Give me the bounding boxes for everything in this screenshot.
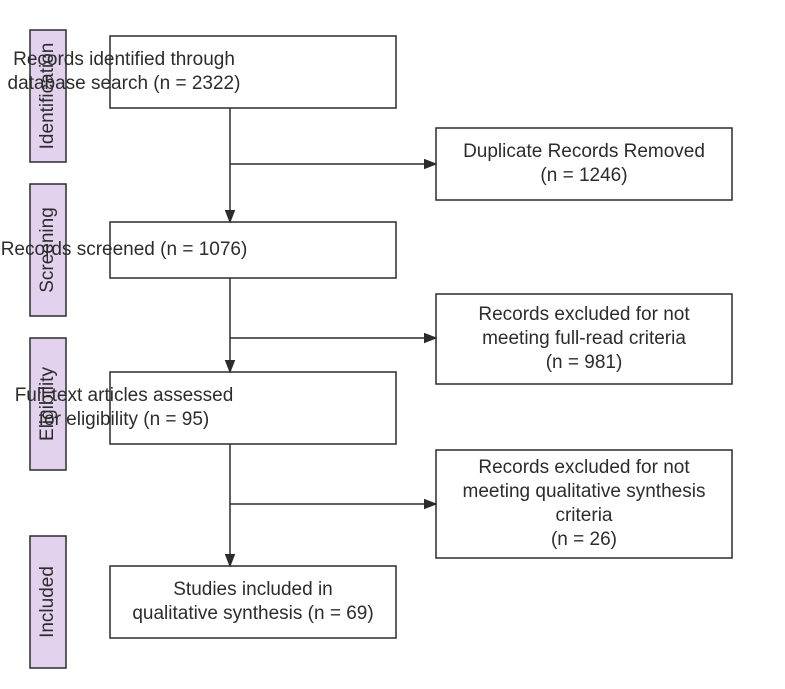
flow-box-text: (n = 1246): [540, 165, 627, 186]
prisma-flowchart: IdentificationScreeningEligibilityInclud…: [0, 0, 785, 689]
flow-box-b5: Full-text articles assessed for eligibili…: [15, 372, 396, 444]
flow-box-b4: Records excluded for not meeting full-rea…: [436, 294, 732, 384]
flow-box-text: Records excluded for not: [478, 457, 690, 478]
stage-label-included: Included: [37, 566, 58, 638]
flow-box-text: meeting full-read criteria: [482, 328, 686, 349]
flow-box-text: Records excluded for not: [478, 304, 690, 325]
flow-box-text: Full-text articles assessed: [15, 385, 234, 406]
flow-box-text: criteria: [555, 505, 612, 526]
flow-box-text: Records screened (n = 1076): [1, 239, 248, 260]
flow-box-text: meeting qualitative synthesis: [463, 481, 706, 502]
stage-included: Included: [30, 536, 66, 668]
flow-box-text: qualitative synthesis (n = 69): [132, 603, 373, 624]
arrow-a2: [230, 278, 436, 372]
flow-box-text: Duplicate Records Removed: [463, 141, 705, 162]
flow-box-b6: Records excluded for not meeting qualitat…: [436, 450, 732, 558]
flow-box-text: (n = 26): [551, 529, 617, 550]
flow-box-text: (n = 981): [546, 352, 623, 373]
flow-box-b2: Duplicate Records Removed (n = 1246): [436, 128, 732, 200]
flow-box-text: Records identified through: [13, 49, 235, 70]
flow-box-text: for eligibility (n = 95): [39, 409, 210, 430]
flow-box-text: database search (n = 2322): [8, 73, 241, 94]
flow-box-b7: Studies included in qualitative synthesis…: [110, 566, 396, 638]
arrow-a1: [230, 108, 436, 222]
flow-box-text: Studies included in: [173, 579, 333, 600]
arrow-a3: [230, 444, 436, 566]
